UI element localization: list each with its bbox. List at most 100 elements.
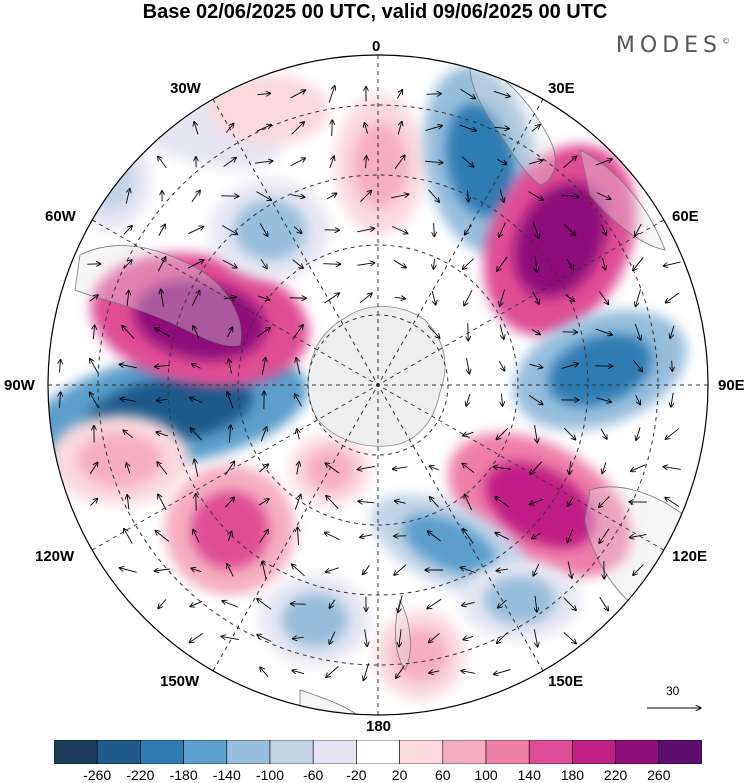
wind-arrow bbox=[663, 261, 681, 266]
wind-arrow bbox=[119, 568, 137, 573]
wind-arrow bbox=[596, 192, 611, 199]
colorbar-tick-label: -100 bbox=[255, 767, 285, 783]
wind-arrow bbox=[154, 569, 170, 571]
wind-arrow bbox=[227, 392, 234, 409]
wind-arrow bbox=[601, 224, 607, 235]
wind-arrow bbox=[191, 190, 200, 203]
wind-arrow bbox=[563, 427, 575, 440]
wind-arrow bbox=[258, 499, 269, 506]
wind-arrow bbox=[399, 629, 401, 647]
colorbar-segment bbox=[183, 740, 228, 764]
wind-arrow bbox=[495, 497, 510, 508]
wind-arrow bbox=[154, 365, 170, 366]
wind-arrow bbox=[90, 359, 99, 374]
wind-arrow bbox=[221, 636, 239, 641]
wind-arrow bbox=[434, 223, 435, 236]
wind-arrow bbox=[158, 156, 167, 169]
wind-arrow bbox=[428, 632, 440, 642]
colorbar-segment bbox=[226, 740, 271, 764]
wind-arrow bbox=[629, 533, 647, 537]
wind-arrow bbox=[602, 462, 607, 473]
wind-arrow bbox=[188, 226, 203, 235]
wind-arrow bbox=[464, 289, 473, 306]
wind-arrow bbox=[189, 632, 204, 642]
wind-arrow bbox=[292, 637, 304, 639]
wind-arrow bbox=[191, 290, 199, 306]
wind-arrow bbox=[90, 498, 97, 506]
wind-arrow bbox=[326, 193, 337, 200]
wind-arrow bbox=[672, 360, 673, 372]
wind-arrow bbox=[292, 325, 303, 340]
wind-arrow bbox=[493, 90, 510, 96]
wind-arrow bbox=[357, 466, 375, 469]
wind-arrow bbox=[291, 122, 305, 135]
wind-arrow bbox=[465, 224, 472, 235]
wind-arrow bbox=[225, 123, 233, 133]
lon-label-30e: 30E bbox=[548, 80, 575, 97]
wind-arrow bbox=[633, 257, 644, 270]
wind-arrow bbox=[531, 329, 541, 334]
wind-arrow bbox=[127, 495, 129, 510]
wind-arrow bbox=[463, 529, 474, 544]
colorbar-tick-label: 60 bbox=[435, 767, 451, 783]
brand-logo: MODES© bbox=[615, 33, 730, 58]
colorbar-segment bbox=[658, 740, 702, 764]
anomaly-shading bbox=[306, 449, 354, 491]
anomaly-shading bbox=[485, 461, 595, 549]
wind-arrow bbox=[290, 158, 306, 167]
wind-arrow bbox=[635, 223, 642, 236]
anomaly-shading bbox=[548, 333, 652, 407]
wind-arrow bbox=[529, 499, 543, 504]
wind-arrow bbox=[635, 289, 641, 306]
wind-arrow bbox=[259, 223, 268, 236]
wind-arrow bbox=[596, 397, 612, 402]
wind-arrow bbox=[428, 189, 440, 202]
wind-arrow bbox=[123, 430, 134, 439]
wind-arrow bbox=[665, 497, 680, 507]
wind-arrow bbox=[293, 226, 302, 234]
wind-arrow bbox=[631, 464, 646, 472]
wind-arrow bbox=[392, 225, 408, 233]
wind-arrow bbox=[126, 463, 129, 474]
wind-arrow bbox=[223, 297, 237, 299]
wind-arrow bbox=[329, 599, 336, 608]
wind-arrow bbox=[257, 327, 271, 338]
wind-arrow bbox=[426, 94, 442, 95]
wind-arrow bbox=[294, 394, 303, 407]
wind-arrow bbox=[670, 325, 675, 339]
wind-arrow bbox=[193, 529, 200, 543]
anomaly-shading bbox=[70, 130, 150, 230]
wind-arrow bbox=[222, 601, 239, 608]
anomaly-shading bbox=[353, 123, 407, 207]
wind-vectors bbox=[59, 86, 681, 681]
wind-arrow bbox=[256, 191, 271, 201]
wind-arrow bbox=[535, 255, 537, 273]
anomaly-shading bbox=[402, 514, 498, 576]
wind-arrow bbox=[364, 122, 367, 134]
wind-arrow bbox=[499, 222, 506, 238]
wind-arrow bbox=[530, 461, 543, 475]
wind-arrow bbox=[257, 295, 270, 300]
wind-arrow bbox=[497, 159, 506, 164]
wind-arrow bbox=[397, 121, 402, 135]
wind-arrow bbox=[89, 295, 98, 302]
wind-arrow bbox=[155, 530, 170, 542]
wind-arrow bbox=[460, 88, 475, 99]
wind-arrow bbox=[665, 292, 679, 303]
wind-arrow bbox=[569, 461, 570, 474]
wind-arrow bbox=[464, 494, 473, 511]
wind-arrow bbox=[223, 158, 237, 167]
wind-arrow bbox=[158, 494, 167, 511]
wind-arrow bbox=[328, 86, 335, 103]
lon-label-150w: 150W bbox=[160, 673, 200, 690]
lon-label-60w: 60W bbox=[45, 208, 76, 225]
wind-arrow bbox=[497, 599, 507, 608]
wind-arrow bbox=[563, 632, 577, 643]
wind-arrow bbox=[325, 463, 340, 474]
wind-arrow bbox=[194, 459, 199, 477]
lon-label-90w: 90W bbox=[4, 377, 35, 394]
wind-arrow bbox=[127, 290, 129, 306]
wind-arrow bbox=[462, 258, 474, 270]
colorbar-tick-label: -60 bbox=[303, 767, 324, 783]
wind-arrow bbox=[358, 501, 375, 503]
